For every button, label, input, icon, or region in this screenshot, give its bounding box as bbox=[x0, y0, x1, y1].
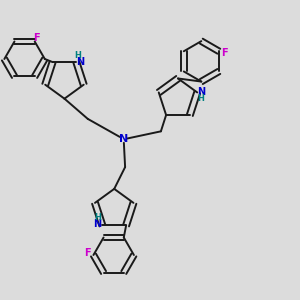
Text: F: F bbox=[33, 33, 40, 43]
Text: F: F bbox=[221, 48, 228, 58]
Text: N: N bbox=[197, 87, 205, 98]
Text: N: N bbox=[76, 57, 84, 67]
Text: H: H bbox=[74, 51, 81, 60]
Text: H: H bbox=[197, 94, 204, 103]
Text: N: N bbox=[119, 134, 128, 144]
Text: N: N bbox=[93, 219, 101, 229]
Text: F: F bbox=[85, 248, 91, 259]
Text: H: H bbox=[94, 213, 101, 222]
